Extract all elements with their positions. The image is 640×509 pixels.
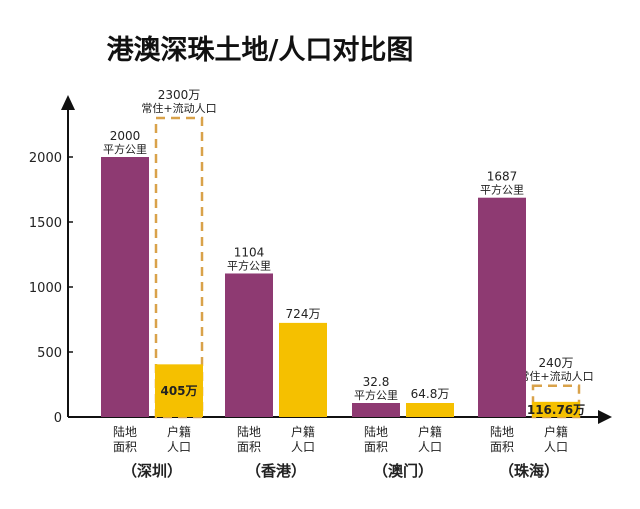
population-value-label: 64.8万 <box>411 387 450 401</box>
y-tick-label: 500 <box>37 346 62 361</box>
land-value-label: 1687 <box>487 170 518 184</box>
chart-title: 港澳深珠土地/人口对比图 <box>106 35 414 66</box>
y-tick-label: 0 <box>54 411 62 426</box>
land-bar <box>352 403 400 417</box>
land-unit-label: 平方公里 <box>103 142 147 156</box>
y-tick-label: 1000 <box>29 281 62 296</box>
population-value-label: 116.76万 <box>527 403 585 417</box>
land-category-label: 面积 <box>490 440 514 454</box>
land-value-label: 1104 <box>234 245 265 259</box>
total-population-value: 240万 <box>539 356 574 370</box>
total-population-value: 2300万 <box>158 88 201 102</box>
population-category-label: 户籍 <box>544 424 568 439</box>
land-category-label: 陆地 <box>113 424 137 439</box>
population-value-label: 405万 <box>160 384 197 398</box>
land-category-label: 陆地 <box>490 424 514 439</box>
total-population-caption: 常住+流动人口 <box>518 369 593 383</box>
group-label: （澳门） <box>373 462 433 480</box>
group-label: （深圳） <box>122 462 182 480</box>
total-population-caption: 常住+流动人口 <box>141 101 216 115</box>
land-unit-label: 平方公里 <box>480 183 524 197</box>
y-tick-label: 2000 <box>29 151 62 166</box>
population-bar <box>406 403 454 417</box>
land-category-label: 陆地 <box>364 424 388 439</box>
land-unit-label: 平方公里 <box>354 388 398 402</box>
group-label: （香港） <box>246 462 306 480</box>
land-bar <box>225 273 273 417</box>
population-bar <box>532 401 580 417</box>
population-category-label: 户籍 <box>167 424 191 439</box>
land-category-label: 面积 <box>237 440 261 454</box>
land-category-label: 面积 <box>364 440 388 454</box>
population-bar <box>279 322 327 417</box>
land-category-label: 陆地 <box>237 424 261 439</box>
population-category-label: 人口 <box>544 440 568 454</box>
population-category-label: 户籍 <box>418 424 442 439</box>
land-value-label: 32.8 <box>363 375 390 389</box>
land-bar <box>478 197 526 417</box>
land-category-label: 面积 <box>113 440 137 454</box>
land-unit-label: 平方公里 <box>227 258 271 272</box>
y-axis-arrow <box>61 95 75 110</box>
population-category-label: 人口 <box>167 440 191 454</box>
population-category-label: 人口 <box>291 440 315 454</box>
x-axis-arrow <box>598 410 612 424</box>
y-tick-label: 1500 <box>29 216 62 231</box>
population-bar <box>155 364 203 417</box>
land-value-label: 2000 <box>110 129 141 143</box>
population-value-label: 724万 <box>286 307 321 321</box>
group-label: （珠海） <box>499 462 559 480</box>
total-population-dashed-bar <box>531 384 581 419</box>
land-bar <box>101 157 149 417</box>
population-category-label: 人口 <box>418 440 442 454</box>
population-category-label: 户籍 <box>291 424 315 439</box>
